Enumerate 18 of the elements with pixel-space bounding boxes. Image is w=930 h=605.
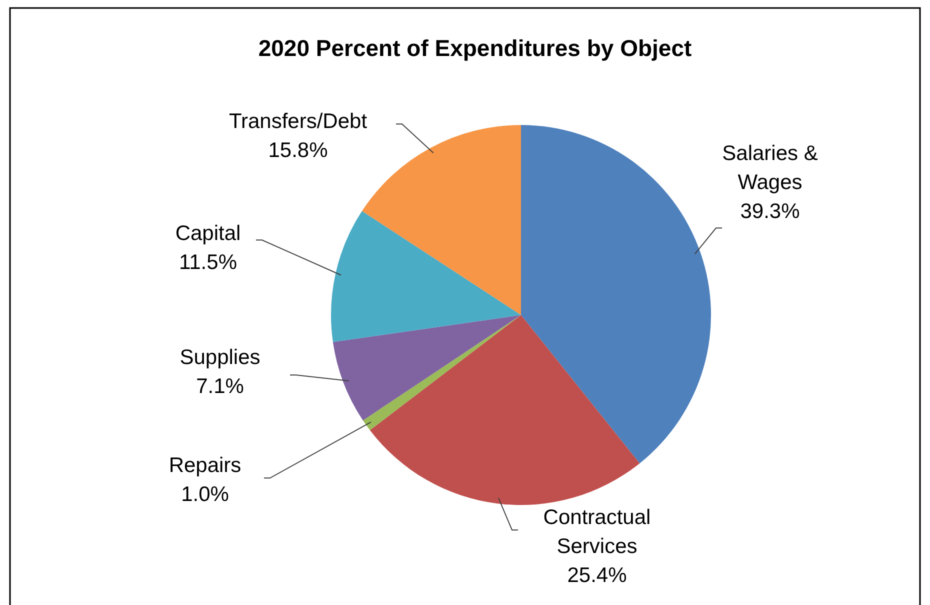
chart-title: 2020 Percent of Expenditures by Object xyxy=(258,35,692,61)
data-label: 11.5% xyxy=(179,251,237,274)
slice-label: Transfers/Debt xyxy=(228,110,368,133)
slice-label: Repairs xyxy=(168,454,242,477)
data-label: 25.4% xyxy=(567,564,627,587)
pie-slice xyxy=(332,315,521,420)
data-label: 15.8% xyxy=(268,139,328,162)
pie-slice xyxy=(331,211,521,342)
slice-label: Capital xyxy=(175,222,241,245)
data-label: 1.0% xyxy=(181,483,229,506)
slice-label: Salaries & Wages xyxy=(722,142,818,194)
pie-slice xyxy=(370,315,640,505)
pie-slice xyxy=(362,315,521,430)
data-label: 7.1% xyxy=(196,375,244,398)
slice-label: Supplies xyxy=(180,346,260,369)
pie-slice xyxy=(521,125,711,464)
data-label: 39.3% xyxy=(740,200,800,223)
slice-label: Contractual Services xyxy=(543,506,651,558)
